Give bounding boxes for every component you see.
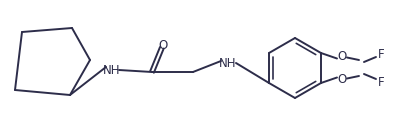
Text: O: O	[337, 50, 346, 63]
Text: NH: NH	[103, 63, 120, 77]
Text: F: F	[377, 48, 384, 60]
Text: O: O	[337, 73, 346, 86]
Text: O: O	[158, 38, 167, 51]
Text: NH: NH	[219, 57, 236, 70]
Text: F: F	[377, 75, 384, 89]
